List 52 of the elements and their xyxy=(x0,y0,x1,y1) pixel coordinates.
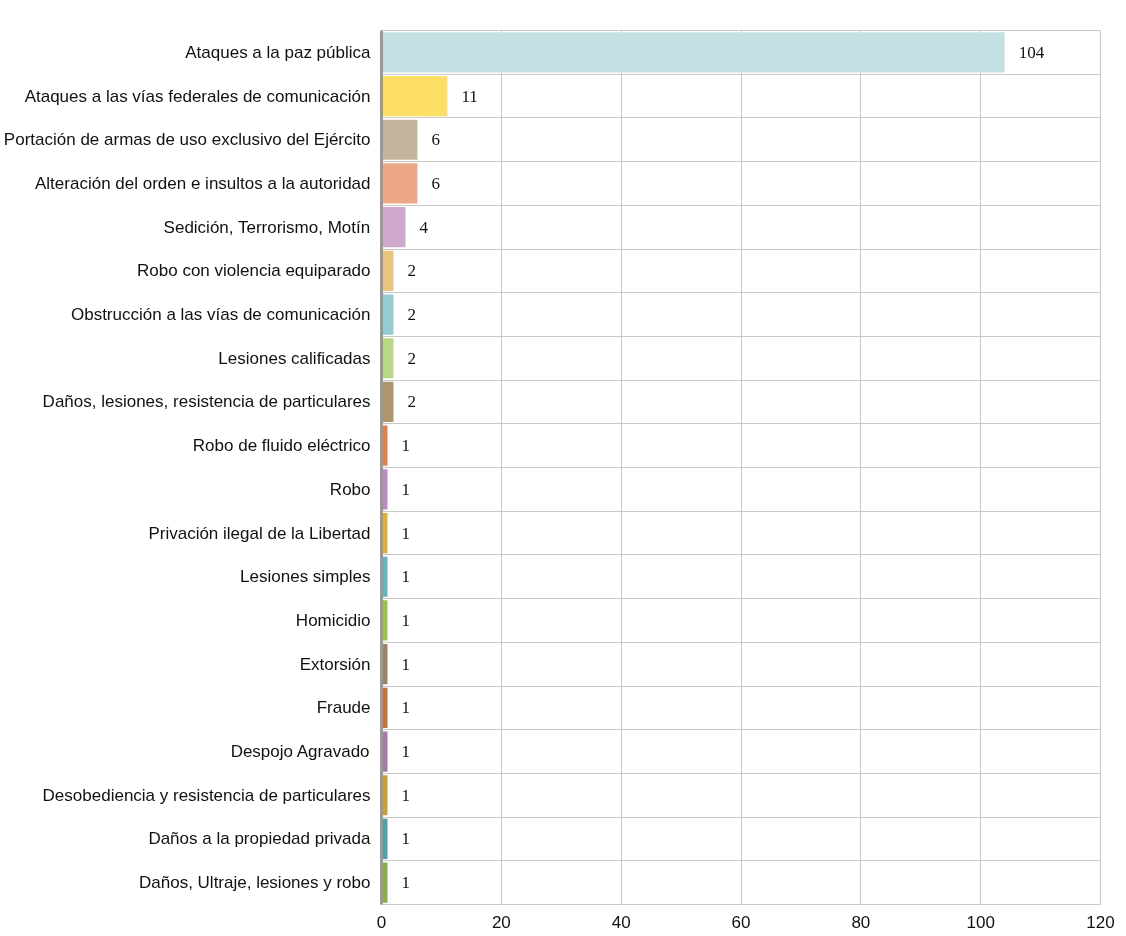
y-tick-label: Extorsión xyxy=(299,654,371,674)
data-label: 6 xyxy=(431,173,440,193)
data-label: 4 xyxy=(419,217,429,237)
y-tick-label: Obstrucción a las vías de comunicación xyxy=(70,305,371,325)
x-tick-label: 100 xyxy=(966,912,995,932)
x-tick-label: 20 xyxy=(491,912,511,932)
data-label: 1 xyxy=(401,610,410,630)
x-tick-label: 80 xyxy=(851,912,871,932)
bar xyxy=(381,75,448,117)
data-label: 1 xyxy=(401,654,410,674)
data-label: 1 xyxy=(401,829,410,849)
data-label: 11 xyxy=(461,86,478,106)
y-tick-label: Daños, Ultraje, lesiones y robo xyxy=(139,873,371,893)
bar xyxy=(381,119,418,160)
x-tick-label: 120 xyxy=(1086,912,1115,932)
y-tick-label: Ataques a la paz pública xyxy=(185,42,372,62)
data-label: 2 xyxy=(407,392,416,412)
y-tick-label: Alteración del orden e insultos a la autoridad xyxy=(35,173,371,193)
y-tick-label: Ataques a las vías federales de comunicación xyxy=(24,86,371,106)
y-tick-label: Daños, lesiones, resistencia de particulares xyxy=(42,392,371,412)
y-tick-label: Lesiones calificadas xyxy=(218,348,371,368)
y-tick-label: Desobediencia y resistencia de particulares xyxy=(42,785,371,805)
data-label: 6 xyxy=(431,130,440,150)
data-label: 1 xyxy=(401,698,410,718)
data-label: 1 xyxy=(401,523,410,543)
data-label: 2 xyxy=(407,261,416,281)
x-tick-label: 60 xyxy=(731,912,751,932)
y-tick-label: Fraude xyxy=(316,698,371,718)
y-tick-label: Robo xyxy=(329,479,371,499)
data-label: 1 xyxy=(401,436,410,456)
data-label: 1 xyxy=(401,785,410,805)
bar xyxy=(381,163,418,204)
data-label: 2 xyxy=(407,348,416,368)
x-tick-label: 40 xyxy=(611,912,631,932)
y-tick-label: Portación de armas de uso exclusivo del Ejército xyxy=(3,130,371,150)
data-label: 2 xyxy=(407,305,416,325)
y-tick-label: Robo de fluido eléctrico xyxy=(192,436,371,456)
y-tick-label: Privación ilegal de la Libertad xyxy=(148,523,371,543)
y-tick-label: Robo con violencia equiparado xyxy=(137,261,371,281)
data-label: 1 xyxy=(401,742,410,762)
x-tick-label: 0 xyxy=(376,912,387,932)
y-tick-label: Lesiones simples xyxy=(240,567,371,587)
y-tick-label: Daños a la propiedad privada xyxy=(148,829,372,849)
data-label: 1 xyxy=(401,567,410,587)
y-tick-label: Sedición, Terrorismo, Motín xyxy=(163,217,371,237)
y-tick-label: Despojo Agravado xyxy=(230,742,370,762)
data-label: 104 xyxy=(1018,42,1045,62)
bar xyxy=(381,32,1005,73)
data-label: 1 xyxy=(401,873,410,893)
y-tick-label: Homicidio xyxy=(295,610,371,630)
data-label: 1 xyxy=(401,479,410,499)
bar xyxy=(381,207,406,248)
